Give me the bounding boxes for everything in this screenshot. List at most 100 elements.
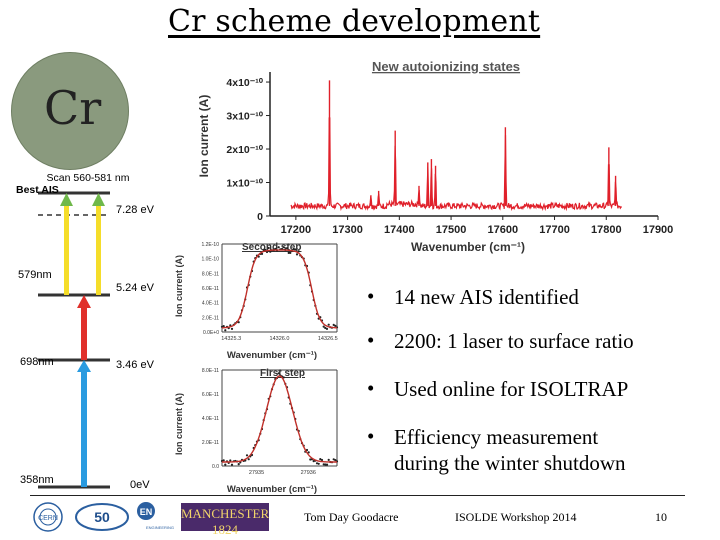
inset-data-point: [222, 459, 225, 462]
chart-title: New autoionizing states: [372, 59, 520, 74]
inset-y-tick-label: 8.0E-11: [202, 368, 219, 374]
first-step-chart: First step Ion current (A) Wavenumber (c…: [174, 368, 339, 495]
inset-data-point: [327, 458, 330, 461]
main-chart-ticks: 17200 17300 17400 17500 17600 17700 17800 17900…: [226, 77, 673, 236]
inset-x-label: Wavenumber (cm⁻¹): [227, 484, 317, 495]
svg-text:ENGINEERING: ENGINEERING: [146, 525, 174, 530]
wavelength-698-label: 698nm: [20, 356, 54, 368]
inset-x-tick-label: 27936: [301, 470, 316, 476]
inset-y-label: Ion current (A): [174, 393, 184, 455]
level-energy-3-46: 3.46 eV: [116, 359, 155, 371]
inset-data-point: [229, 324, 232, 327]
inset-data-point: [224, 329, 227, 332]
y-tick-label: 1x10⁻¹⁰: [226, 178, 263, 190]
main-chart-axes: [269, 72, 658, 217]
inset-data-point: [327, 323, 330, 326]
inset-y-tick-label: 2.0E-11: [202, 315, 219, 321]
inset-data-point: [285, 247, 289, 250]
x-tick-label: 17700: [539, 224, 570, 236]
inset-data-point: [269, 250, 272, 253]
svg-text:CERN: CERN: [38, 515, 58, 522]
inset-data-point: [230, 327, 234, 330]
inset-fit-curve: [222, 249, 337, 329]
inset-data-point: [230, 463, 234, 466]
x-tick-label: 17200: [281, 224, 312, 236]
x-tick-label: 17900: [643, 224, 674, 236]
inset-data-point: [334, 459, 337, 462]
inset-data-point: [322, 325, 325, 328]
x-tick-label: 17800: [591, 224, 622, 236]
inset-fit-curve: [222, 375, 337, 463]
wavelength-579-label: 579nm: [18, 269, 52, 281]
bullet-dot: •: [367, 376, 375, 400]
x-tick-label: 17300: [332, 224, 363, 236]
svg-text:50: 50: [94, 509, 110, 525]
manchester-logo: MANCHESTER 1824: [181, 503, 269, 537]
inset-data-point: [277, 372, 280, 375]
inset-data-point: [324, 463, 327, 466]
inset-x-tick-label: 27935: [249, 470, 264, 476]
inset-title: First step: [260, 368, 305, 379]
inset-y-tick-label: 1.2E-10: [201, 242, 219, 248]
inset-y-tick-label: 6.0E-11: [202, 392, 219, 398]
inset-data-point: [305, 448, 309, 452]
footer-author: Tom Day Goodacre: [304, 510, 399, 524]
bullet-text: 2200: 1 laser to surface ratio: [394, 329, 634, 353]
inset-data-point: [295, 253, 299, 256]
inset-y-tick-label: 0.0: [212, 464, 219, 470]
inset-y-tick-label: 4.0E-11: [202, 301, 219, 307]
page-number: 10: [655, 510, 667, 524]
wavelength-358-label: 358nm: [20, 474, 54, 486]
bullet-text: 14 new AIS identified: [394, 285, 579, 309]
inset-x-tick-label: 14326.5: [318, 336, 338, 342]
inset-data-point: [315, 462, 319, 465]
second-step-chart: Second step Ion current (A) Wavenumber (…: [174, 242, 339, 361]
inset-data-point: [222, 325, 225, 328]
inset-data-point: [289, 251, 292, 254]
manchester-text: MANCHESTER 1824: [181, 506, 270, 537]
main-spectrum-chart: New autoionizing states Ion current (A) …: [197, 59, 673, 254]
inset-data-point: [317, 462, 320, 465]
inset-y-tick-label: 6.0E-11: [202, 286, 219, 292]
bullet-dot: •: [367, 424, 375, 448]
inset-data-point: [229, 459, 232, 462]
yellow-transition-arrow-2: [92, 193, 105, 295]
y-tick-label: 0: [257, 211, 263, 223]
footer-divider: [30, 495, 685, 496]
y-tick-label: 4x10⁻¹⁰: [226, 77, 263, 89]
y-tick-label: 3x10⁻¹⁰: [226, 111, 263, 123]
inset-data-point: [332, 323, 335, 326]
level-energy-7-28: 7.28 eV: [116, 204, 155, 216]
inset-data-point: [267, 246, 270, 250]
inset-data-point: [320, 458, 324, 462]
footer-logos: CERN 50 EN ENGINEERING: [33, 502, 174, 532]
yellow-transition-arrow-1: [60, 193, 73, 295]
inset-data-point: [245, 454, 249, 457]
inset-x-label: Wavenumber (cm⁻¹): [227, 350, 317, 361]
inset-title: Second step: [242, 242, 301, 253]
element-symbol: Cr: [44, 81, 102, 135]
isolde-50-logo: 50: [75, 503, 129, 531]
x-tick-label: 17400: [384, 224, 415, 236]
blue-transition-arrow: [77, 360, 91, 487]
inset-data-point: [307, 451, 310, 454]
inset-data-point: [224, 463, 227, 466]
inset-data-point: [325, 327, 329, 330]
inset-data-point: [294, 248, 297, 251]
footer-event: ISOLDE Workshop 2014: [455, 510, 577, 524]
inset-data-point: [325, 463, 329, 466]
scan-label: Scan 560-581 nm: [47, 172, 130, 184]
slide-title: Cr scheme development: [168, 4, 541, 39]
inset-data-point: [324, 326, 327, 330]
inset-data-point: [334, 324, 337, 327]
inset-y-tick-label: 2.0E-11: [202, 440, 219, 446]
bullet-dot: •: [367, 284, 375, 308]
inset-data-point: [260, 252, 264, 255]
bullet-text: Efficiency measurement: [394, 425, 599, 449]
y-axis-label: Ion current (A): [197, 95, 211, 178]
y-tick-label: 2x10⁻¹⁰: [226, 144, 263, 156]
level-energy-5-24: 5.24 eV: [116, 282, 155, 294]
level-energy-0: 0eV: [130, 479, 150, 491]
inset-data-point: [309, 458, 312, 461]
inset-data-point: [274, 247, 277, 250]
